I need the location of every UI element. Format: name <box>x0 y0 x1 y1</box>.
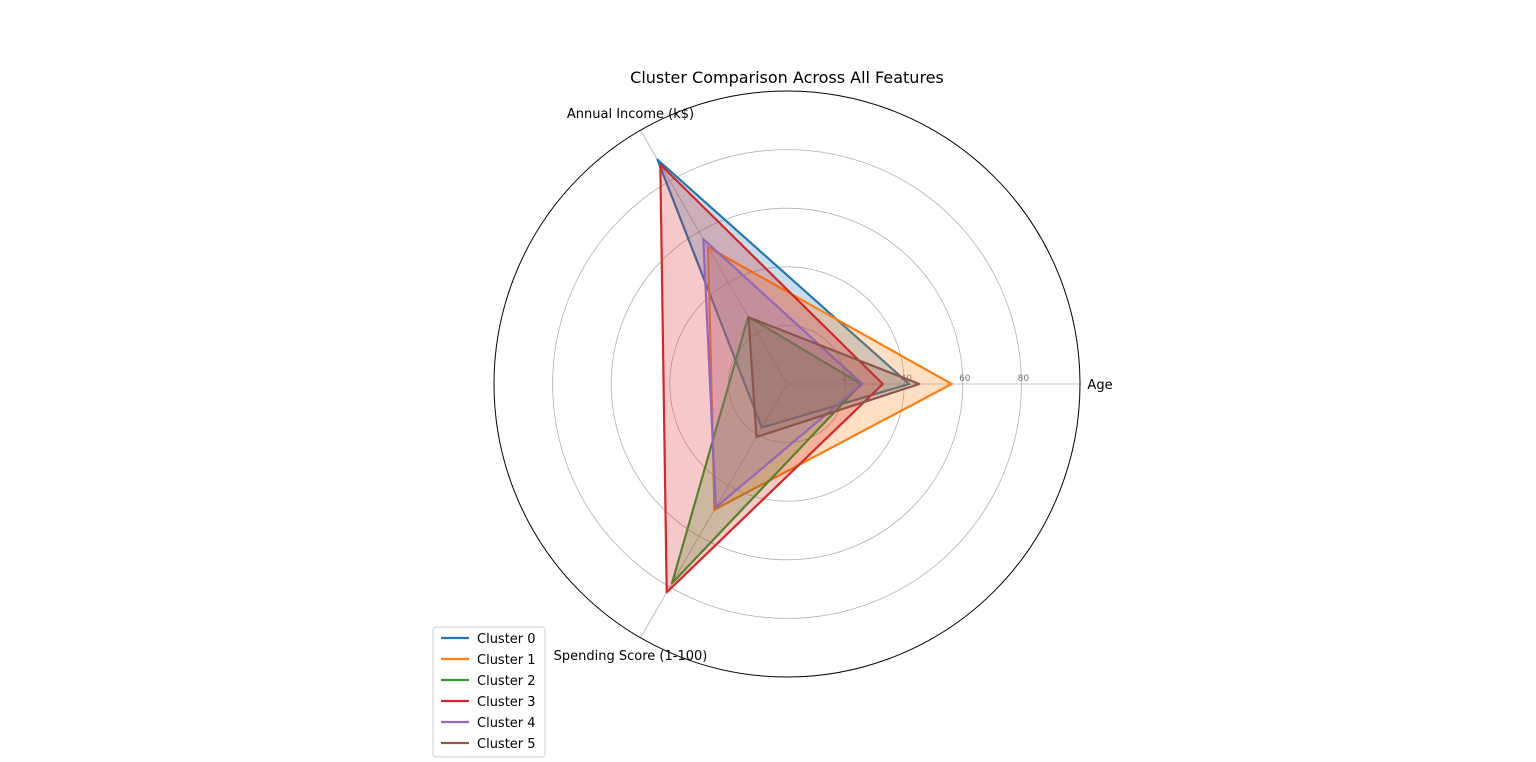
series-fill-5 <box>748 317 920 437</box>
series-line-1 <box>706 246 953 511</box>
series-fill-2 <box>671 316 862 584</box>
chart-title: Cluster Comparison Across All Features <box>630 68 944 87</box>
series-line-4 <box>702 238 864 509</box>
series-fill-3 <box>660 164 883 593</box>
axis-labels: Age Annual Income (k$) Spending Score (1-1… <box>554 107 1113 664</box>
legend: Cluster 0 Cluster 1 Cluster 2 Cluster 3 Clus… <box>432 626 546 758</box>
legend-label-5: Cluster 5 <box>477 737 536 752</box>
axis-label-1: Annual Income (k$) <box>567 107 694 122</box>
series-fill-4 <box>703 239 863 508</box>
rtick-label-0: 20 <box>842 374 854 384</box>
legend-label-0: Cluster 0 <box>477 632 536 647</box>
legend-label-3: Cluster 3 <box>477 695 536 710</box>
axis-label-2: Spending Score (1-100) <box>554 649 708 664</box>
legend-label-1: Cluster 1 <box>477 653 536 668</box>
series-line-2 <box>670 315 863 585</box>
series-fill-1 <box>708 247 952 510</box>
axis-label-0: Age <box>1087 378 1112 393</box>
rtick-label-3: 80 <box>1018 374 1030 384</box>
series-line-3 <box>659 163 884 594</box>
series-fill-0 <box>657 159 910 428</box>
rtick-label-2: 60 <box>959 374 971 384</box>
series-line-5 <box>747 316 921 439</box>
legend-label-4: Cluster 4 <box>477 716 536 731</box>
spoke-1 <box>640 130 788 385</box>
legend-label-2: Cluster 2 <box>477 674 536 689</box>
series-layer <box>656 158 953 594</box>
polar-frame <box>493 90 1081 678</box>
